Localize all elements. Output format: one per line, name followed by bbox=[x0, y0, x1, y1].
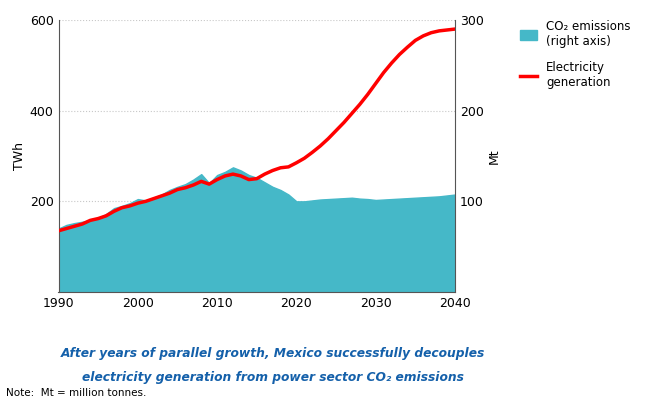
Text: Note:  Mt = million tonnes.: Note: Mt = million tonnes. bbox=[6, 388, 147, 398]
Y-axis label: Mt: Mt bbox=[488, 148, 501, 164]
Text: electricity generation from power sector CO₂ emissions: electricity generation from power sector… bbox=[82, 372, 464, 384]
Text: After years of parallel growth, Mexico successfully decouples: After years of parallel growth, Mexico s… bbox=[61, 348, 485, 360]
Legend: CO₂ emissions
(right axis), Electricity
generation: CO₂ emissions (right axis), Electricity … bbox=[521, 20, 631, 90]
Y-axis label: TWh: TWh bbox=[12, 142, 25, 170]
